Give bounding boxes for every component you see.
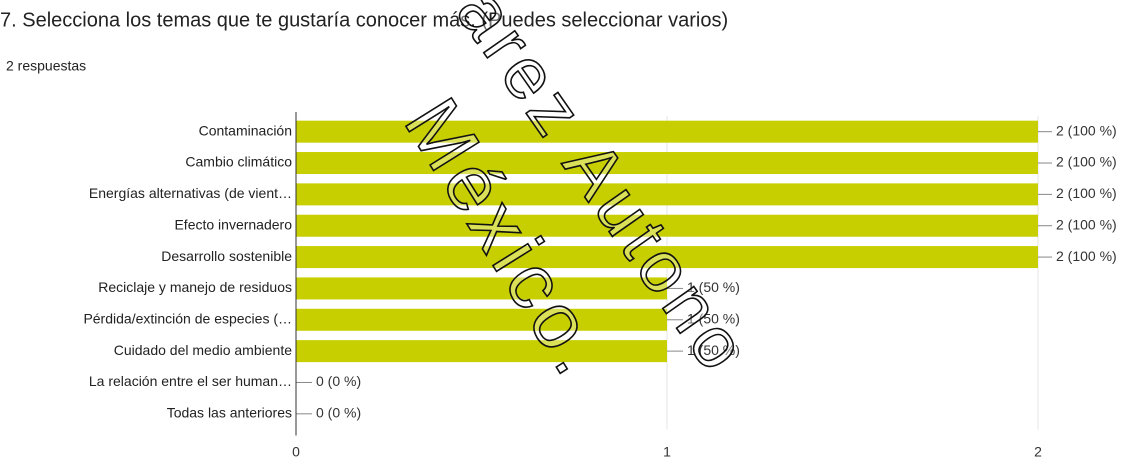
y-tick-label: La relación entre el ser human… xyxy=(89,373,292,389)
data-label: 2 (100 %) xyxy=(1056,248,1117,264)
x-tick-label: 0 xyxy=(292,444,300,460)
x-tick-label: 1 xyxy=(663,444,671,460)
y-tick-label: Reciclaje y manejo de residuos xyxy=(98,279,292,295)
bar xyxy=(296,308,667,331)
bar xyxy=(296,246,1038,269)
x-tick-label: 2 xyxy=(1034,444,1042,460)
y-tick-label: Todas las anteriores xyxy=(167,405,292,421)
y-tick-label: Desarrollo sostenible xyxy=(161,248,292,264)
y-tick-label: Energías alternativas (de vient… xyxy=(89,185,292,201)
bar xyxy=(296,152,1038,175)
y-tick-label: Efecto invernadero xyxy=(174,216,292,232)
data-label: 2 (100 %) xyxy=(1056,122,1117,138)
bar xyxy=(296,340,667,363)
y-tick-label: Pérdida/extinción de especies (… xyxy=(83,310,292,326)
y-tick-label: Cambio climático xyxy=(185,154,292,170)
data-label: 2 (100 %) xyxy=(1056,185,1117,201)
y-tick-label: Contaminación xyxy=(199,122,292,138)
data-label: 2 (100 %) xyxy=(1056,216,1117,232)
data-label: 0 (0 %) xyxy=(316,405,361,421)
bar xyxy=(296,183,1038,206)
data-label: 1 (50 %) xyxy=(687,342,740,358)
data-label: 0 (0 %) xyxy=(316,373,361,389)
y-tick-label: Cuidado del medio ambiente xyxy=(114,342,292,358)
bar xyxy=(296,214,1038,237)
data-label: 1 (50 %) xyxy=(687,310,740,326)
chart-title: 7. Selecciona los temas que te gustaría … xyxy=(0,9,728,31)
chart-subtitle: 2 respuestas xyxy=(6,58,86,74)
data-label: 2 (100 %) xyxy=(1056,154,1117,170)
bar xyxy=(296,277,667,300)
bar xyxy=(296,120,1038,143)
data-label: 1 (50 %) xyxy=(687,279,740,295)
